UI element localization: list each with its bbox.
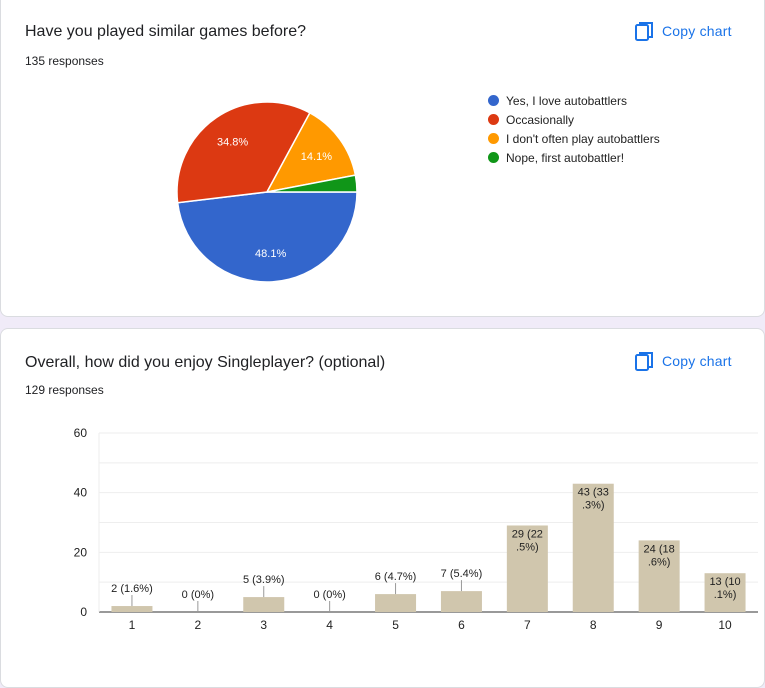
legend-item: Nope, first autobattler! <box>488 148 660 167</box>
legend-item: Yes, I love autobattlers <box>488 91 660 110</box>
bar-data-label: 0 (0%) <box>182 589 214 601</box>
bar <box>704 573 746 612</box>
legend-swatch <box>488 95 499 106</box>
pie-slice <box>266 174 358 193</box>
pie-slice <box>176 101 311 204</box>
copy-chart-label: Copy chart <box>662 23 732 39</box>
pie-slice-label: 48.1% <box>255 248 286 260</box>
bar-chart: 0 20 40 60 1 2 (1.6%) 2 0 (0%) 3 5 (3.9%) 4 0 (0%) 5… <box>74 426 758 632</box>
x-tick-label: 7 <box>524 618 531 632</box>
pie-legend: Yes, I love autobattlers Occasionally I do… <box>488 91 660 167</box>
bar-data-label: 2 (1.6%) <box>111 583 153 595</box>
response-count: 135 responses <box>25 54 104 68</box>
x-tick-label: 1 <box>129 618 136 632</box>
legend-label: Nope, first autobattler! <box>506 150 625 165</box>
pie-slice-label: 14.1% <box>301 151 332 163</box>
legend-item: Occasionally <box>488 110 660 129</box>
bar-data-label: 7 (5.4%) <box>441 568 483 580</box>
x-tick-label: 10 <box>718 618 732 632</box>
x-tick-label: 6 <box>458 618 465 632</box>
x-tick-label: 3 <box>260 618 267 632</box>
x-tick-label: 4 <box>326 618 333 632</box>
bar <box>111 606 153 612</box>
legend-swatch <box>488 133 499 144</box>
bar <box>243 597 285 612</box>
y-tick-label: 40 <box>74 486 88 500</box>
legend-swatch <box>488 114 499 125</box>
copy-chart-button[interactable]: Copy chart <box>635 349 732 373</box>
question-title: Have you played similar games before? <box>25 23 307 40</box>
question-title: Overall, how did you enjoy Singleplayer?… <box>25 354 386 371</box>
pie-chart: 48.1% 34.8% 14.1% <box>176 101 358 283</box>
pie-slice <box>176 191 358 283</box>
bar-data-label: 29 (22.5%) <box>512 528 543 553</box>
legend-label: Occasionally <box>506 112 575 127</box>
y-tick-label: 60 <box>74 426 88 440</box>
bar <box>506 525 548 612</box>
x-tick-label: 5 <box>392 618 399 632</box>
question-card-2: Overall, how did you enjoy Singleplayer?… <box>0 328 765 688</box>
y-tick-label: 20 <box>74 545 88 559</box>
copy-chart-label: Copy chart <box>662 353 732 369</box>
x-tick-label: 8 <box>590 618 597 632</box>
bar-data-label: 43 (33.3%) <box>578 487 609 512</box>
response-count: 129 responses <box>25 383 104 397</box>
bar <box>440 591 482 612</box>
x-tick-label: 9 <box>656 618 663 632</box>
legend-label: I don't often play autobattlers <box>506 131 660 146</box>
copy-chart-button[interactable]: Copy chart <box>635 19 732 43</box>
copy-icon <box>635 21 654 42</box>
bar-data-label: 0 (0%) <box>313 589 345 601</box>
x-tick-label: 2 <box>195 618 202 632</box>
legend-item: I don't often play autobattlers <box>488 129 660 148</box>
bar <box>638 540 680 612</box>
bar-data-label: 24 (18.6%) <box>644 543 675 568</box>
pie-slice <box>265 111 357 194</box>
bar-data-label: 13 (10.1%) <box>709 576 740 601</box>
bar <box>375 594 417 612</box>
pie-slice-label: 34.8% <box>217 136 248 148</box>
copy-icon <box>635 351 654 372</box>
bar-data-label: 6 (4.7%) <box>375 571 417 583</box>
legend-swatch <box>488 152 499 163</box>
question-card-1: Have you played similar games before? 13… <box>0 0 765 317</box>
bar-data-label: 5 (3.9%) <box>243 574 285 586</box>
y-tick-label: 0 <box>80 605 87 619</box>
bar <box>572 483 614 612</box>
legend-label: Yes, I love autobattlers <box>506 93 627 108</box>
